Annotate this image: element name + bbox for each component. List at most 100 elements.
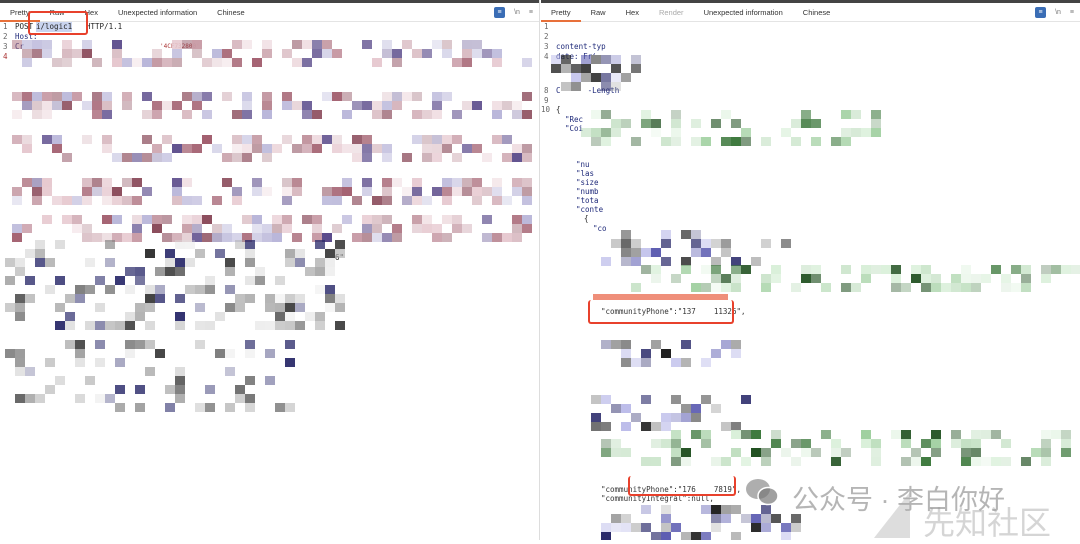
redacted-pixel [202,58,212,67]
redacted-pixel [701,395,711,404]
redacted-pixel [951,274,961,283]
redacted-pixel [1041,448,1051,457]
redacted-pixel [295,303,305,312]
redacted-pixel [242,153,252,162]
redacted-pixel [335,240,345,249]
redacted-pixel [861,439,871,448]
redacted-pixel [302,58,312,67]
redacted-pixel [412,49,422,58]
redacted-pixel [671,110,681,119]
redacted-pixel [292,58,302,67]
redacted-pixel [95,303,105,312]
redacted-pixel [115,385,125,394]
redacted-pixel [961,457,971,466]
redacted-pixel [105,240,115,249]
redacted-pixel [192,49,202,58]
redacted-pixel [691,119,701,128]
newline-icon[interactable]: \n [1055,9,1061,16]
redacted-pixel [502,196,512,205]
format-icon[interactable]: ≡ [494,7,506,18]
redacted-pixel [721,137,731,146]
json-key: "co [593,224,607,233]
redacted-pixel [382,144,392,153]
redacted-pixel [811,265,821,274]
tab-chinese[interactable]: Chinese [217,7,245,17]
redacted-pixel [701,358,711,367]
redacted-pixel [85,321,95,330]
redacted-pixel [671,448,681,457]
redacted-pixel [145,303,155,312]
redacted-pixel [92,178,102,187]
redacted-pixel [295,294,305,303]
redacted-pixel [282,224,292,233]
redacted-pixel [22,92,32,101]
redacted-pixel [871,119,881,128]
highlight-box-path [28,11,88,35]
redacted-pixel [192,215,202,224]
tab-raw[interactable]: Raw [590,7,606,17]
redacted-pixel [202,233,212,242]
redacted-pixel [651,265,661,274]
redacted-pixel [35,258,45,267]
redacted-pixel [951,430,961,439]
tab-render[interactable]: Render [658,7,684,17]
redacted-pixel [462,144,472,153]
redacted-pixel [252,144,262,153]
redacted-pixel [711,283,721,292]
tab-pretty[interactable]: Pretty [541,3,581,22]
redacted-pixel [122,196,132,205]
redacted-pixel [761,523,771,532]
redacted-pixel [1051,265,1061,274]
redacted-pixel [215,249,225,258]
redacted-pixel [322,49,332,58]
redacted-pixel [225,367,235,376]
redacted-pixel [621,514,631,523]
redacted-pixel [195,321,205,330]
tab-chinese[interactable]: Chinese [802,7,831,17]
tab-hex[interactable]: Hex [625,7,639,17]
redacted-pixel [901,457,911,466]
redacted-pixel [741,395,751,404]
tab-unexpected-information[interactable]: Unexpected information [703,7,783,17]
redacted-pixel [931,430,941,439]
redacted-pixel [551,64,561,73]
redacted-pixel [75,358,85,367]
redacted-pixel [92,101,102,110]
redacted-pixel [382,49,392,58]
menu-icon[interactable]: ≡ [528,9,533,16]
line-number: 8 [544,86,549,95]
tab-unexpected-information[interactable]: Unexpected information [117,7,198,17]
redacted-pixel [731,532,741,540]
redacted-pixel [215,312,225,321]
redacted-pixel [152,49,162,58]
redacted-pixel [741,430,751,439]
redacted-pixel [262,144,272,153]
redacted-pixel [921,265,931,274]
redacted-pixel [601,532,611,540]
newline-icon[interactable]: \n [514,9,520,16]
redacted-pixel [991,265,1001,274]
redacted-pixel [641,119,651,128]
redacted-pixel [442,196,452,205]
redacted-pixel [581,128,591,137]
redacted-pixel [82,224,92,233]
redacted-pixel [761,448,771,457]
tab-hex[interactable]: Hex [84,7,98,17]
redacted-pixel [981,457,991,466]
redacted-pixel [1041,439,1051,448]
redacted-pixel [285,321,295,330]
menu-icon[interactable]: ≡ [1069,9,1074,16]
redacted-pixel [225,267,235,276]
redacted-pixel [701,505,711,514]
redacted-pixel [711,265,721,274]
format-icon[interactable]: ≡ [1035,7,1047,18]
tab-pretty[interactable]: Pretty [0,3,40,22]
redacted-pixel [442,92,452,101]
redacted-pixel [202,135,212,144]
redacted-pixel [255,276,265,285]
redacted-pixel [275,276,285,285]
redacted-pixel [132,178,142,187]
redacted-pixel [325,303,335,312]
redacted-pixel [112,233,122,242]
redacted-pixel [285,249,295,258]
